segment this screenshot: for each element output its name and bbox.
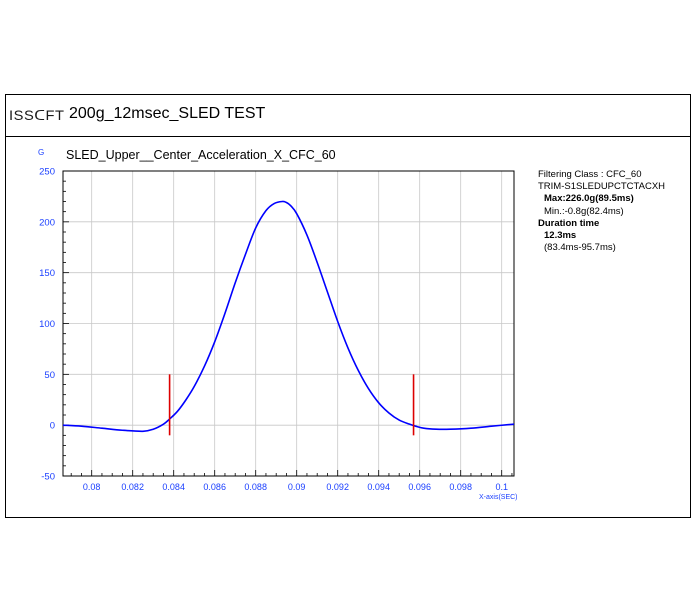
y-tick-label: 0 [50,421,55,432]
min-value-text: Min.:-0.8g(82.4ms) [544,205,624,217]
y-tick-label: 200 [39,217,55,228]
x-tick-label: 0.098 [449,482,472,492]
y-axis-label: G [38,148,44,157]
company-logo: ISSᑕFT [9,107,65,123]
channel-code-text: TRIM-S1SLEDUPCTCTACXH [538,181,666,193]
x-tick-label: 0.08 [83,482,101,492]
x-tick-label: 0.096 [408,482,431,492]
y-tick-label: -50 [41,472,55,483]
x-tick-label: 0.084 [162,482,185,492]
duration-value: 12.3ms [544,230,577,242]
x-tick-label: 0.092 [326,482,349,492]
x-axis-label: X-axis(SEC) [479,494,518,501]
x-tick-label: 0.1 [495,482,508,492]
x-tick-label: 0.088 [244,482,267,492]
y-tick-label: 100 [39,319,55,330]
y-tick-label: 50 [44,370,55,381]
max-value-text: Max:226.0g(89.5ms) [544,193,634,205]
x-tick-label: 0.09 [288,482,306,492]
duration-range: (83.4ms-95.7ms) [544,242,616,254]
x-tick-label: 0.094 [367,482,390,492]
x-tick-label: 0.082 [121,482,144,492]
info-panel: Filtering Class : CFC_60 TRIM-S1SLEDUPCT… [538,169,665,254]
title-row: ISSᑕFT 200g_12msec_SLED TEST [6,95,690,137]
duration-label: Duration time [538,217,600,229]
chart-title: SLED_Upper__Center_Acceleration_X_CFC_60 [66,148,336,162]
y-tick-label: 150 [39,268,55,279]
x-tick-label: 0.086 [203,482,226,492]
acceleration-series-line [62,200,515,433]
series [62,200,515,433]
report-frame: ISSᑕFT 200g_12msec_SLED TEST 0.08 0.082 0.… [5,94,691,518]
chart: 0.08 0.082 0.084 0.086 0.088 0.09 0.092 0.094 0.… [38,148,518,501]
tick-labels: 0.08 0.082 0.084 0.086 0.088 0.09 0.092 0.094 0.… [39,167,508,493]
y-tick-label: 250 [39,167,55,178]
filter-class-text: Filtering Class : CFC_60 [538,169,642,180]
report-title: 200g_12msec_SLED TEST [69,105,266,122]
markers [168,374,415,436]
